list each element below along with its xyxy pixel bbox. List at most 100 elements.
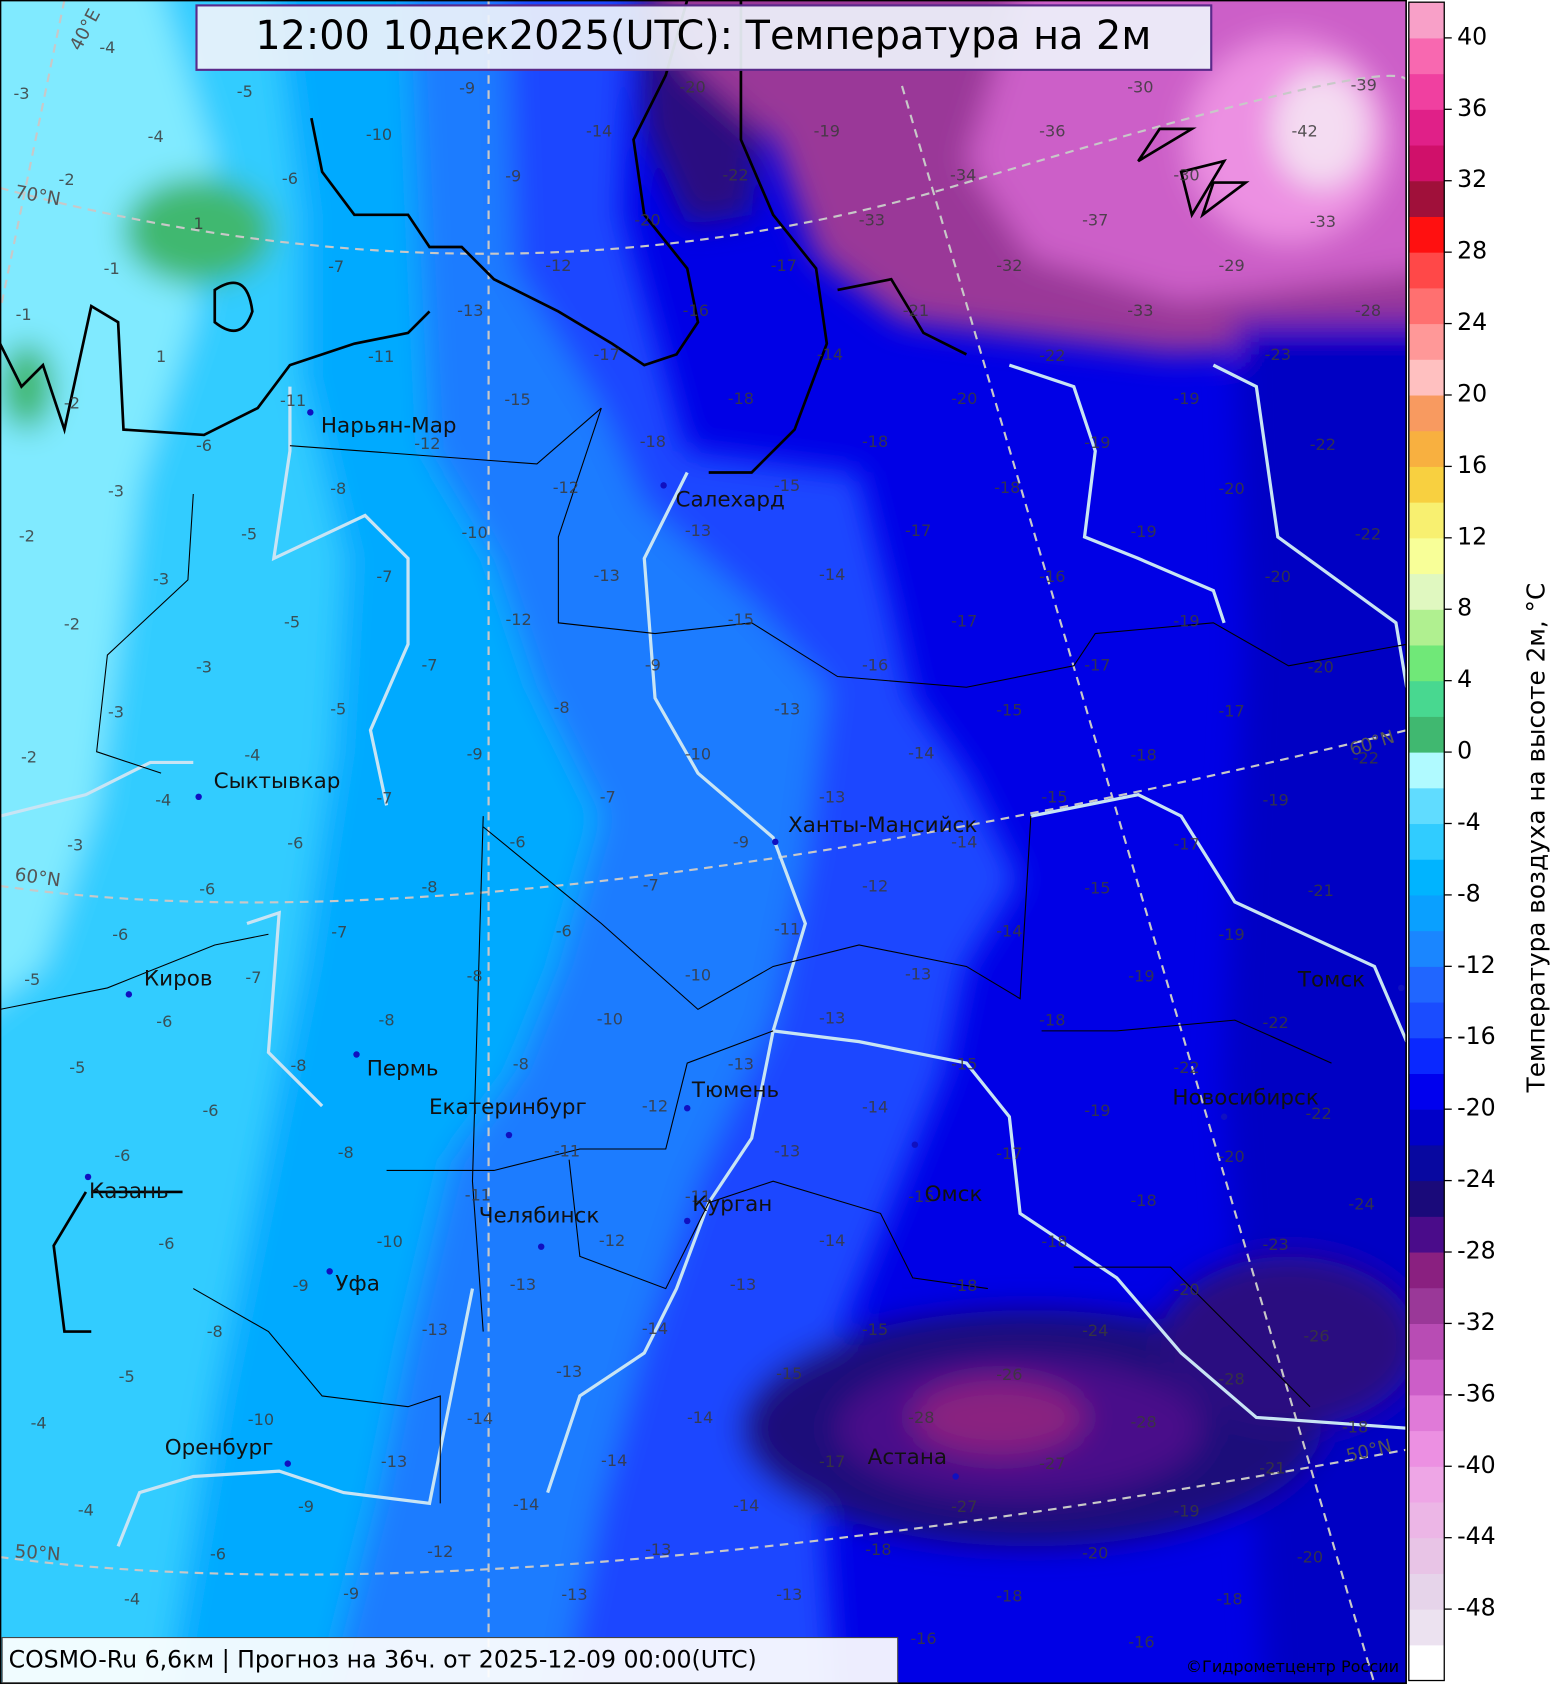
temperature-label: -18 xyxy=(996,1586,1022,1605)
temperature-label: -18 xyxy=(994,478,1020,497)
temperature-label: -6 xyxy=(114,1146,130,1165)
colorbar-band xyxy=(1408,1609,1445,1646)
temperature-label: -8 xyxy=(207,1322,223,1341)
region-border xyxy=(482,816,1032,1011)
graticule-line xyxy=(0,729,1407,904)
region-border xyxy=(193,1288,441,1504)
temperature-label: -30 xyxy=(1173,166,1199,185)
temperature-label: -17 xyxy=(1173,835,1199,854)
temperature-label: -28 xyxy=(908,1408,934,1427)
temperature-label: -16 xyxy=(862,655,888,674)
temperature-label: -19 xyxy=(1084,433,1110,452)
temperature-label: -9 xyxy=(293,1276,309,1295)
temperature-label: -6 xyxy=(156,1012,172,1031)
city-label: Казань xyxy=(89,1179,169,1204)
region-border xyxy=(1041,1019,1332,1064)
temperature-label: -4 xyxy=(124,1589,140,1608)
temperature-label: -8 xyxy=(290,1056,306,1075)
colorbar-tick-label: -16 xyxy=(1457,1022,1496,1050)
coastline xyxy=(213,281,254,333)
coastline xyxy=(837,277,968,356)
colorbar-band xyxy=(1408,1073,1445,1110)
temperature-label: -3 xyxy=(196,657,212,676)
temperature-label: -10 xyxy=(461,523,487,542)
city-marker xyxy=(125,991,133,998)
colorbar-band xyxy=(1408,859,1445,896)
coastline xyxy=(1200,181,1250,219)
colorbar-band xyxy=(1408,73,1445,110)
temperature-label: -14 xyxy=(862,1098,888,1117)
coastline xyxy=(52,1190,183,1333)
temperature-label: -17 xyxy=(905,521,931,540)
colorbar-tick-label: -28 xyxy=(1457,1237,1496,1265)
temperature-label: -18 xyxy=(640,432,666,451)
river xyxy=(1030,792,1407,1043)
temperature-label: -15 xyxy=(774,476,800,495)
temperature-label: -11 xyxy=(685,1187,711,1206)
temperature-label: -15 xyxy=(504,390,530,409)
temperature-label: -6 xyxy=(199,880,215,899)
temperature-label: -6 xyxy=(510,832,526,851)
city-marker xyxy=(772,838,779,846)
city-label: Новосибирск xyxy=(1172,1086,1318,1111)
colorbar-band xyxy=(1408,1287,1445,1324)
temperature-label: -33 xyxy=(1127,301,1153,320)
colorbar-band xyxy=(1408,1537,1445,1574)
colorbar-band xyxy=(1408,1216,1445,1253)
region-border xyxy=(289,407,602,465)
temperature-zone xyxy=(912,1379,1085,1456)
colorbar-tick-label: 16 xyxy=(1457,451,1487,479)
colorbar-band xyxy=(1408,644,1445,682)
colorbar-band xyxy=(1408,680,1445,717)
temperature-label: -7 xyxy=(245,968,261,987)
colorbar-tick-label: -40 xyxy=(1457,1451,1496,1479)
city-marker xyxy=(326,1268,333,1275)
temperature-label: -20 xyxy=(1297,1548,1323,1567)
region-border xyxy=(557,407,1407,688)
colorbar-band xyxy=(1408,1644,1445,1682)
temperature-label: -11 xyxy=(774,919,800,938)
temperature-label: -16 xyxy=(1128,1632,1154,1651)
colorbar-band xyxy=(1408,502,1445,539)
temperature-label: -7 xyxy=(328,257,344,276)
river xyxy=(246,910,324,1108)
city-label: Омск xyxy=(925,1182,983,1207)
temperature-label: -11 xyxy=(554,1142,580,1161)
colorbar-tick-label: 8 xyxy=(1457,594,1472,622)
temperature-label: -5 xyxy=(241,524,257,543)
temperature-label: -15 xyxy=(996,700,1022,719)
temperature-label: -34 xyxy=(950,166,976,185)
colorbar-tick-label: 24 xyxy=(1457,308,1487,336)
temperature-label: -17 xyxy=(819,1452,845,1471)
river xyxy=(1008,363,1226,624)
colorbar-band xyxy=(1408,752,1445,789)
temperature-label: -14 xyxy=(733,1496,759,1515)
colorbar: 4036322824201612840-4-8-12-16-20-24-28-3… xyxy=(1408,1,1496,1682)
temperature-label: -6 xyxy=(112,925,128,944)
city-label: Екатеринбург xyxy=(429,1095,587,1120)
colorbar-frame xyxy=(1408,1,1445,1682)
temperature-label: -2 xyxy=(21,748,37,767)
temperature-label: -22 xyxy=(1355,524,1381,543)
river xyxy=(116,1288,475,1547)
city-label: Ханты-Мансийск xyxy=(788,813,977,838)
temperature-label: -13 xyxy=(905,965,931,984)
temperature-label: -20 xyxy=(951,389,977,408)
temperature-label: -17 xyxy=(771,256,797,275)
grid-label: 50°N xyxy=(14,1541,61,1565)
temperature-label: -33 xyxy=(859,211,885,230)
temperature-label: -14 xyxy=(819,1231,845,1250)
temperature-label: -4 xyxy=(148,127,164,146)
temperature-label: -18 xyxy=(862,432,888,451)
temperature-label: -20 xyxy=(1082,1543,1108,1562)
temperature-label: -4 xyxy=(31,1413,47,1432)
colorbar-band xyxy=(1408,466,1445,503)
temperature-label: -17 xyxy=(996,1144,1022,1163)
temperature-zone xyxy=(0,343,54,430)
temperature-label: -18 xyxy=(1342,1418,1368,1437)
temperature-label: -11 xyxy=(280,391,306,410)
temperature-label: -3 xyxy=(108,481,124,500)
temperature-label: -14 xyxy=(467,1409,493,1428)
colorbar-band xyxy=(1408,787,1445,825)
temperature-label: -7 xyxy=(643,875,659,894)
